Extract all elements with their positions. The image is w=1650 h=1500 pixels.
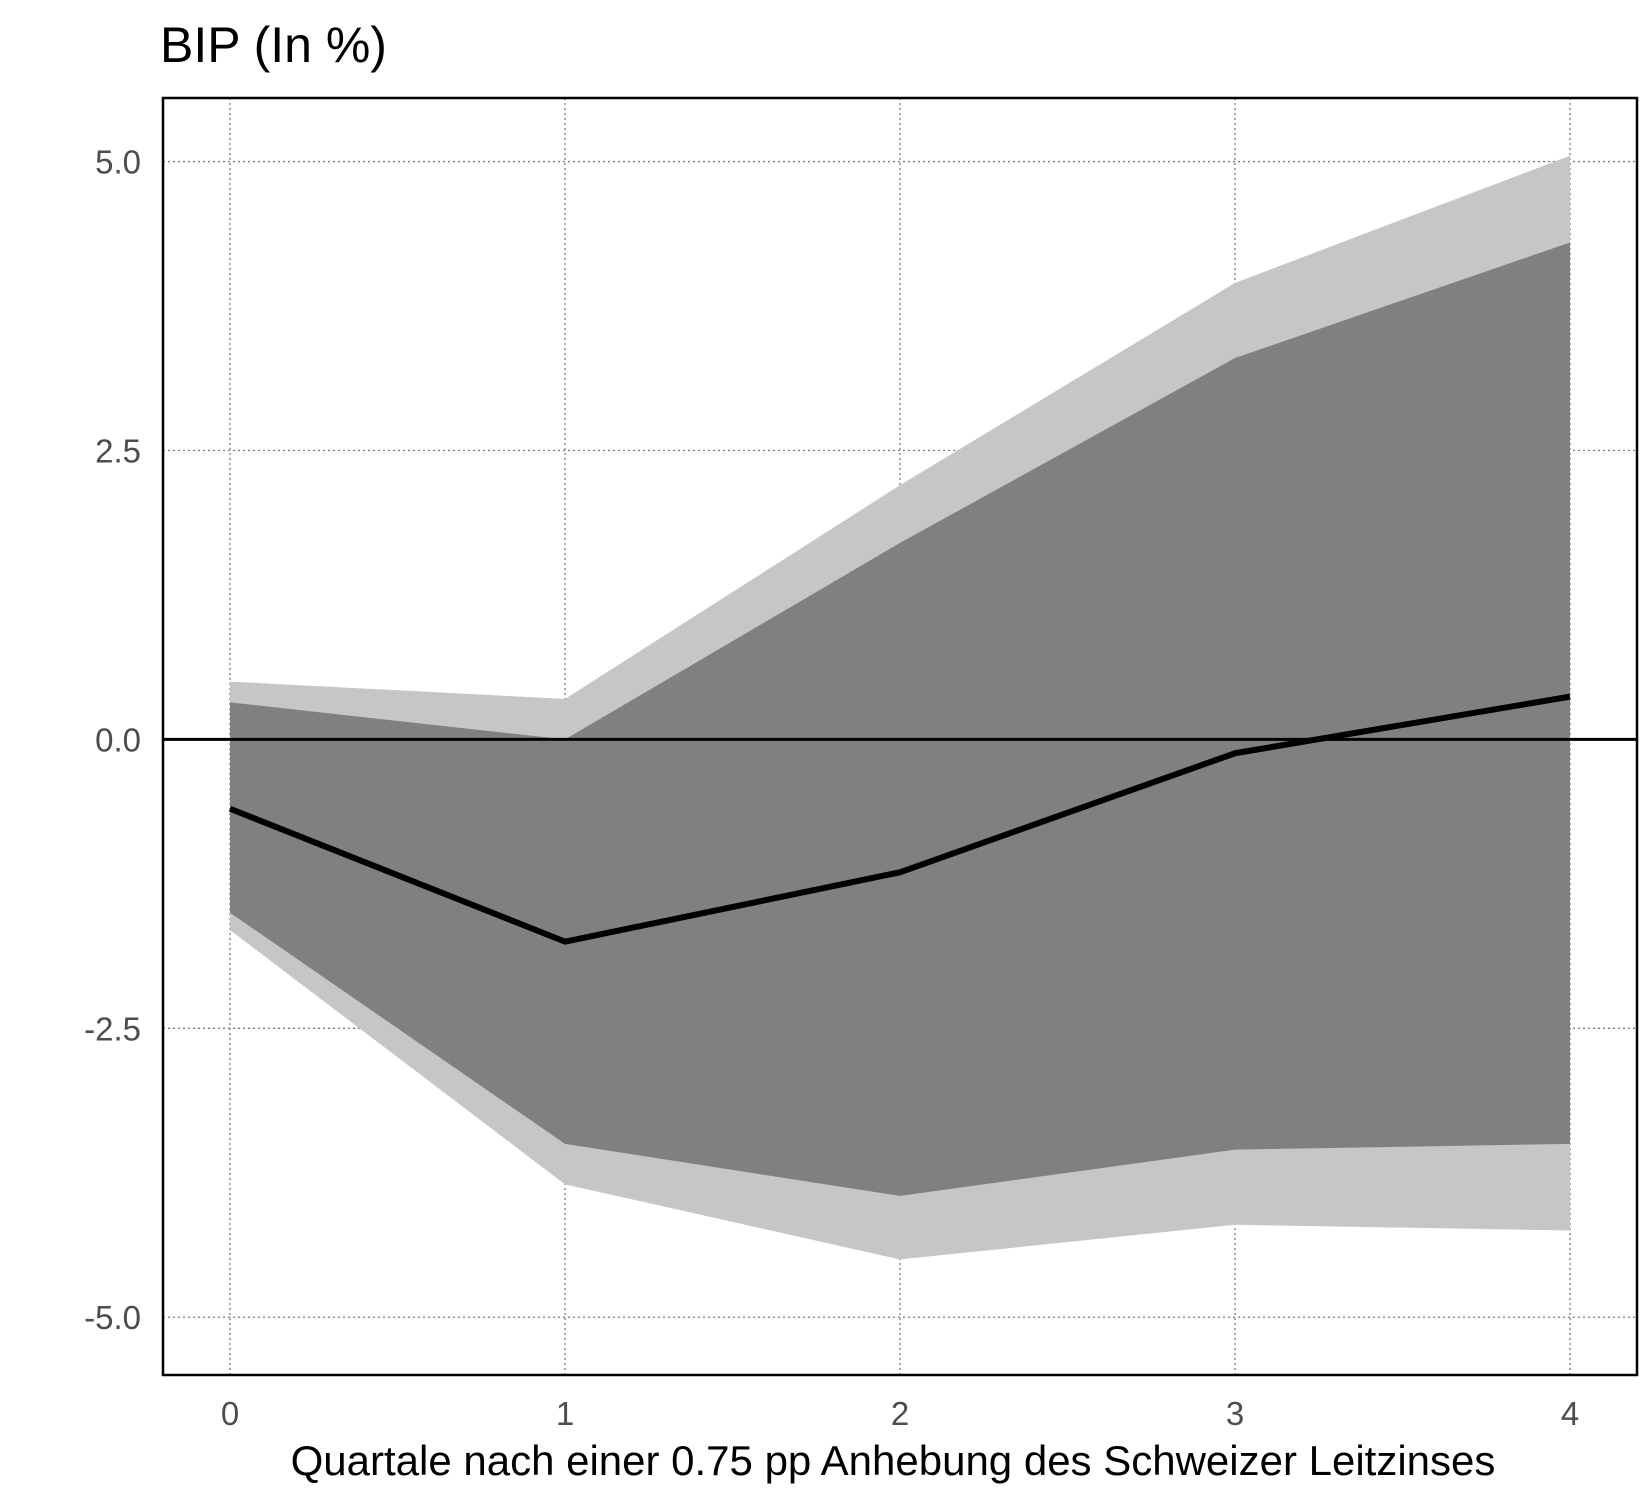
x-tick-label: 3 bbox=[1226, 1395, 1244, 1432]
x-tick-label: 0 bbox=[221, 1395, 239, 1432]
y-tick-label: 0.0 bbox=[95, 721, 141, 758]
x-axis-label: Quartale nach einer 0.75 pp Anhebung des… bbox=[291, 1437, 1496, 1484]
y-axis-ticks: 5.0 2.5 0.0 -2.5 -5.0 bbox=[84, 144, 141, 1337]
confidence-bands bbox=[230, 155, 1570, 1260]
x-axis-ticks: 0 1 2 3 4 bbox=[221, 1395, 1579, 1432]
y-tick-label: 5.0 bbox=[95, 144, 141, 181]
inner-band bbox=[230, 242, 1570, 1196]
x-tick-label: 1 bbox=[556, 1395, 574, 1432]
y-tick-label: -5.0 bbox=[84, 1299, 141, 1336]
x-tick-label: 2 bbox=[891, 1395, 909, 1432]
plot-frame bbox=[161, 96, 1639, 1377]
chart-title: BIP (In %) bbox=[160, 17, 387, 73]
x-tick-label: 4 bbox=[1561, 1395, 1579, 1432]
y-tick-label: 2.5 bbox=[95, 432, 141, 469]
response-line-layer bbox=[228, 693, 1571, 945]
y-tick-label: -2.5 bbox=[84, 1010, 141, 1047]
